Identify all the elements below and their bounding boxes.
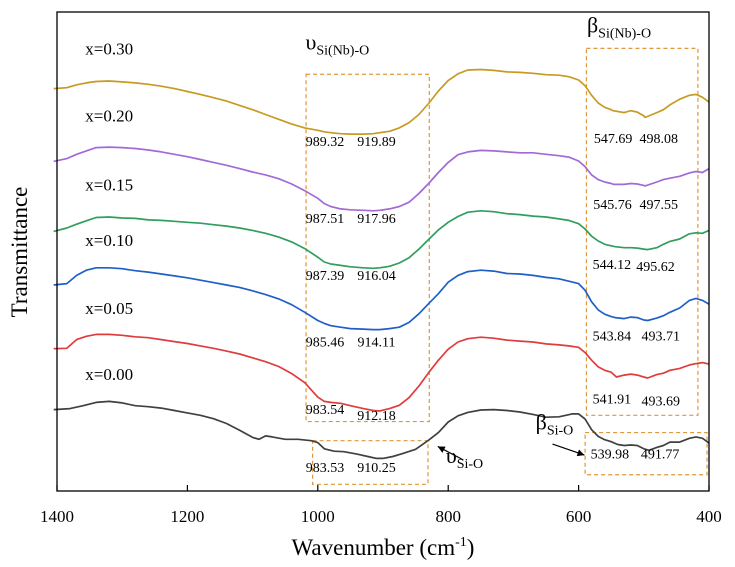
series-line-x-0-00	[53, 400, 710, 460]
peak-label: 917.96	[357, 212, 396, 227]
x-axis-label: Wavenumber (cm-1)	[292, 535, 475, 560]
peak-label: 987.39	[306, 269, 345, 284]
x-tick-label: 1200	[170, 507, 204, 526]
x-ticks: 1400 1200 1000 800 600 400	[40, 485, 722, 526]
series-line-x-0-15	[53, 209, 710, 270]
peak-label: 543.84	[593, 330, 632, 345]
peak-label: 544.12	[593, 258, 632, 273]
peak-label: 919.89	[357, 135, 396, 150]
si-o-bend-box	[584, 431, 708, 476]
peak-label: 983.53	[306, 461, 345, 476]
series-label: x=0.20	[85, 107, 133, 126]
peak-label: 983.54	[306, 403, 345, 418]
band-annotation: υSi(Nb)-O	[305, 29, 369, 58]
si-o-stretch-arrow-head	[437, 446, 446, 453]
x-tick-label: 1000	[301, 507, 335, 526]
si-o-stretch-box	[311, 440, 429, 485]
series-line-x-0-20	[53, 146, 710, 212]
series-line-x-0-10	[53, 266, 710, 331]
x-tick-label: 400	[696, 507, 722, 526]
peak-label: 497.55	[640, 198, 679, 213]
series-label: x=0.00	[85, 365, 133, 384]
peak-label: 914.11	[357, 335, 395, 350]
peak-label: 493.69	[642, 394, 681, 409]
peak-label: 541.91	[593, 392, 632, 407]
peak-label: 910.25	[357, 461, 396, 476]
y-axis-label: Transmittance	[7, 187, 32, 318]
series-label: x=0.15	[85, 176, 133, 195]
peak-labels: 989.32 919.89 987.51 917.96 987.39 916.04 985.…	[306, 132, 680, 476]
peak-label: 547.69	[594, 132, 633, 147]
x-axis-label-end: )	[467, 535, 475, 560]
peak-label: 495.62	[636, 260, 675, 275]
annotation-arrows	[437, 443, 585, 461]
si-nb-o-stretch-box	[305, 73, 430, 423]
peak-label: 491.77	[641, 447, 680, 462]
peak-label: 493.71	[642, 330, 681, 345]
x-axis-label-main: Wavenumber (cm	[292, 535, 456, 560]
series-label: x=0.05	[85, 299, 133, 318]
series-labels: x=0.30 x=0.20 x=0.15 x=0.10 x=0.05 x=0.00	[85, 40, 133, 384]
series-label: x=0.30	[85, 40, 133, 59]
band-annotation: υSi-O	[446, 443, 483, 472]
plot-boxes	[305, 47, 708, 485]
band-annotation: βSi-O	[536, 410, 574, 439]
x-tick-label: 1400	[40, 507, 74, 526]
x-tick-label: 600	[566, 507, 592, 526]
peak-label: 539.98	[591, 447, 630, 462]
si-o-bend-arrow-head	[576, 449, 585, 457]
peak-label: 916.04	[357, 269, 396, 284]
peak-label: 912.18	[357, 409, 396, 424]
plot-frame	[56, 11, 710, 492]
si-nb-o-bend-box	[585, 47, 699, 416]
series-label: x=0.10	[85, 231, 133, 250]
plot-series	[53, 68, 710, 460]
peak-label: 498.08	[640, 132, 679, 147]
band-annotations: υSi(Nb)-O βSi(Nb)-O υSi-O βSi-O	[305, 13, 651, 473]
x-tick-label: 800	[435, 507, 461, 526]
peak-label: 985.46	[306, 335, 345, 350]
band-annotation: βSi(Nb)-O	[587, 13, 651, 42]
x-axis-label-sup: -1	[455, 535, 467, 550]
peak-label: 989.32	[306, 135, 345, 150]
series-line-x-0-05	[53, 333, 710, 412]
peak-label: 987.51	[306, 212, 345, 227]
series-line-x-0-30	[53, 68, 710, 135]
peak-label: 545.76	[593, 198, 632, 213]
